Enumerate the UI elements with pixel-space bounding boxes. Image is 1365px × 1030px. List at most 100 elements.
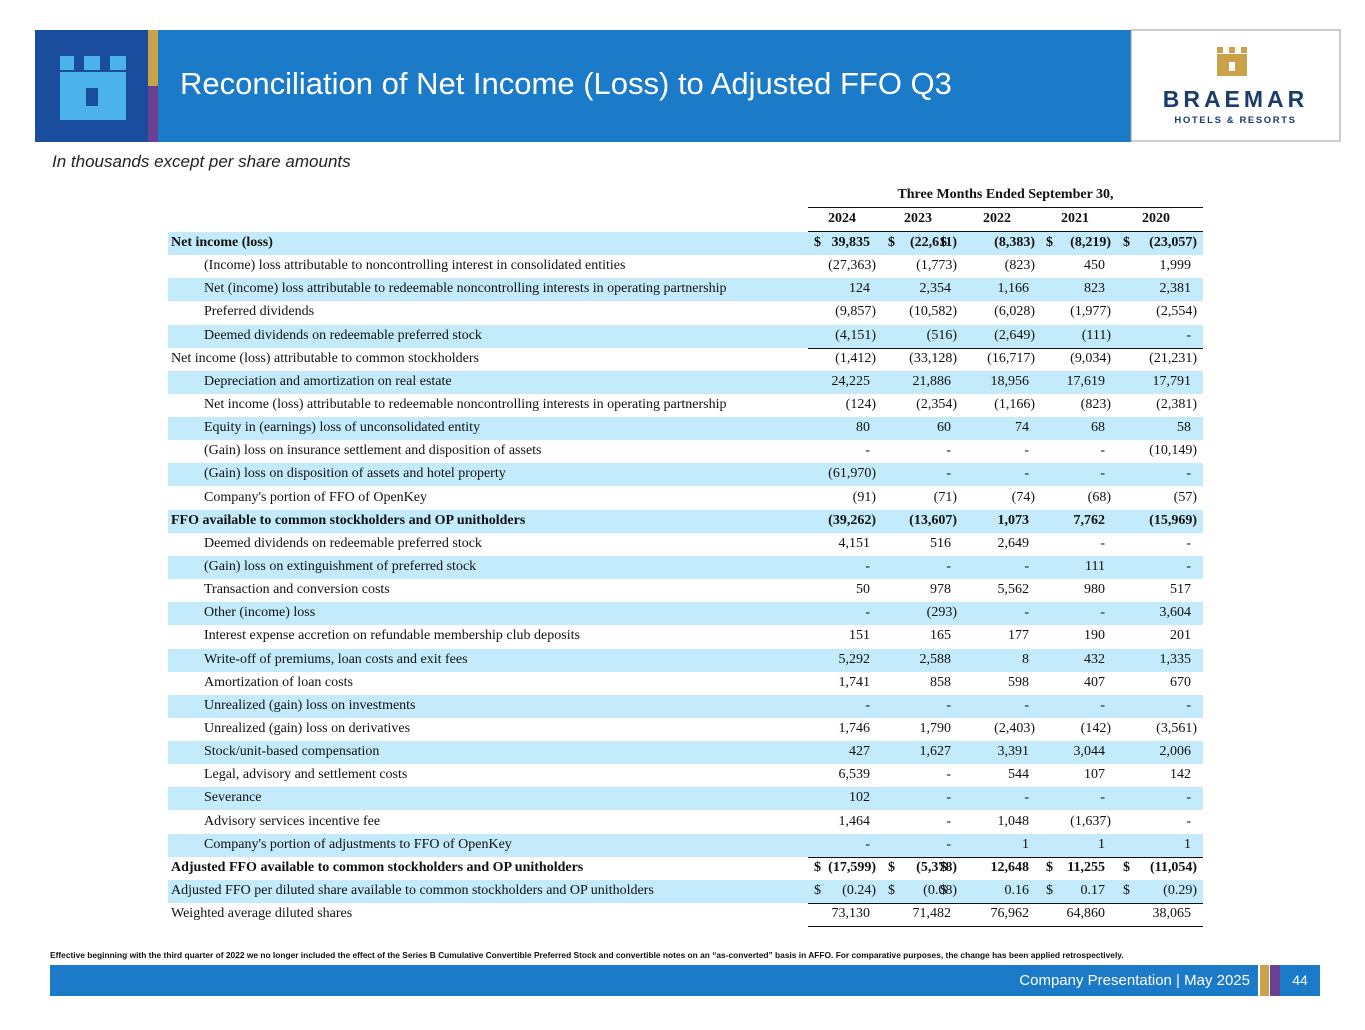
cell: 18,956 xyxy=(990,373,1030,389)
table-row: Advisory services incentive fee 1,464 - 1,0… xyxy=(168,811,1203,834)
row-label: Company's portion of FFO of OpenKey xyxy=(204,489,428,505)
table-row: Company's portion of FFO of OpenKey (91) (… xyxy=(168,487,1203,510)
row-label: Unrealized (gain) loss on investments xyxy=(204,697,416,713)
cell: (124) xyxy=(845,396,876,412)
currency: $ xyxy=(1123,882,1130,898)
cell: (823) xyxy=(1004,258,1035,274)
period-header: Three Months Ended September 30, xyxy=(897,187,1114,202)
cell: 1,464 xyxy=(838,813,871,829)
footer-bar xyxy=(50,965,1258,996)
row-label: Weighted average diluted shares xyxy=(171,906,353,922)
table: Three Months Ended September 30, 2024 2023… xyxy=(168,187,1203,928)
cell: (11,054) xyxy=(1149,859,1197,875)
cell: 64,860 xyxy=(1066,906,1106,922)
table-row: Other (income) loss - (293) - - 3,604 xyxy=(168,602,1203,626)
cell: 50 xyxy=(856,582,870,598)
year-header: 2021 xyxy=(1061,211,1089,226)
cell: (10,149) xyxy=(1149,443,1197,459)
row-label: Other (income) loss xyxy=(204,605,316,621)
accent-purple xyxy=(148,86,158,142)
row-label: Amortization of loan costs xyxy=(204,674,353,690)
cell: 17,619 xyxy=(1066,373,1106,389)
cell: - xyxy=(1024,605,1029,621)
logo-box xyxy=(1130,29,1341,142)
cell: (9,857) xyxy=(835,304,876,320)
cell: 1 xyxy=(1022,836,1029,852)
row-label: Deemed dividends on redeemable preferred… xyxy=(204,327,482,343)
cell: 5,562 xyxy=(997,582,1030,598)
row-label: Preferred dividends xyxy=(204,304,315,320)
table-row: (Gain) loss on insurance settlement and … xyxy=(168,440,1203,463)
footer-accent-purple xyxy=(1270,965,1280,996)
cell: 1,335 xyxy=(1159,651,1192,667)
cell: (68) xyxy=(1087,489,1111,505)
year-header: 2022 xyxy=(983,211,1011,226)
row-label: Net income (loss) attributable to common… xyxy=(171,350,479,366)
table-row: Legal, advisory and settlement costs 6,53… xyxy=(168,764,1203,787)
cell: (17,599) xyxy=(828,859,876,875)
rule xyxy=(808,347,1203,349)
accent-gold xyxy=(148,30,158,86)
cell: 190 xyxy=(1084,628,1105,644)
footnote: Effective beginning with the third quart… xyxy=(50,950,1124,960)
table-row: Net income (loss) attributable to redeem… xyxy=(168,394,1203,417)
year-header: 2020 xyxy=(1142,211,1170,226)
cell: 6,539 xyxy=(838,767,871,783)
row-label: (Gain) loss on extinguishment of preferr… xyxy=(204,558,477,574)
cell: (9,034) xyxy=(1070,350,1111,366)
table-row: Deemed dividends on redeemable preferred… xyxy=(168,324,1203,348)
cell: 1,073 xyxy=(997,512,1030,528)
cell: (111) xyxy=(1081,327,1111,343)
cell: 3,391 xyxy=(997,744,1030,760)
cell: (2,354) xyxy=(916,396,957,412)
table-row: Interest expense accretion on refundable… xyxy=(168,625,1203,648)
table-row: Unrealized (gain) loss on derivatives 1,7… xyxy=(168,718,1203,741)
cell: 142 xyxy=(1170,767,1191,783)
rule xyxy=(808,856,1203,858)
cell: (293) xyxy=(926,605,957,621)
cell: (27,363) xyxy=(828,258,876,274)
cell: 17,791 xyxy=(1152,373,1192,389)
cell: 980 xyxy=(1084,582,1105,598)
cell: 11,255 xyxy=(1067,859,1105,875)
cell: 2,381 xyxy=(1159,281,1192,297)
cell: - xyxy=(1100,697,1105,713)
cell: 177 xyxy=(1008,628,1029,644)
cell: 76,962 xyxy=(990,906,1030,922)
cell: - xyxy=(1186,697,1191,713)
cell: 3,604 xyxy=(1159,605,1192,621)
cell: (16,717) xyxy=(987,350,1035,366)
cell: 71,482 xyxy=(912,906,952,922)
table-row: Net (income) loss attributable to redeem… xyxy=(168,278,1203,302)
cell: 38,065 xyxy=(1152,906,1192,922)
cell: 823 xyxy=(1084,281,1105,297)
table-row: Net income (loss) 39,835 $ (22,611) $ (8,383)… xyxy=(168,232,1203,255)
cell: (1,977) xyxy=(1070,304,1111,320)
cell: (6,028) xyxy=(994,304,1035,320)
currency: $ xyxy=(1046,882,1053,898)
cell: 450 xyxy=(1084,258,1105,274)
row-label: Write-off of premiums, loan costs and ex… xyxy=(204,651,468,667)
currency: $ xyxy=(814,235,821,250)
currency: $ xyxy=(888,859,895,875)
cell: 407 xyxy=(1084,674,1105,690)
rule xyxy=(808,902,1203,904)
cell: 21,886 xyxy=(912,373,952,389)
footer-band xyxy=(50,965,1320,996)
row-label: Stock/unit-based compensation xyxy=(204,744,380,760)
rule xyxy=(808,231,1203,232)
row-label: Company's portion of adjustments to FFO … xyxy=(204,836,512,852)
cell: (91) xyxy=(852,489,876,505)
row-label: Severance xyxy=(204,790,262,806)
table-row: Severance 102 - - - - xyxy=(168,787,1203,811)
cell: (0.24) xyxy=(842,882,876,898)
cell: 670 xyxy=(1170,674,1191,690)
row-label: Depreciation and amortization on real es… xyxy=(204,373,452,389)
row-label: FFO available to common stockholders and… xyxy=(171,512,526,528)
table-row: Adjusted FFO per diluted share available… xyxy=(168,879,1203,903)
cell: (823) xyxy=(1080,396,1111,412)
row-label: Advisory services incentive fee xyxy=(204,813,381,829)
cell: 102 xyxy=(849,790,870,806)
cell: 1,999 xyxy=(1159,258,1192,274)
currency: $ xyxy=(1123,235,1130,250)
